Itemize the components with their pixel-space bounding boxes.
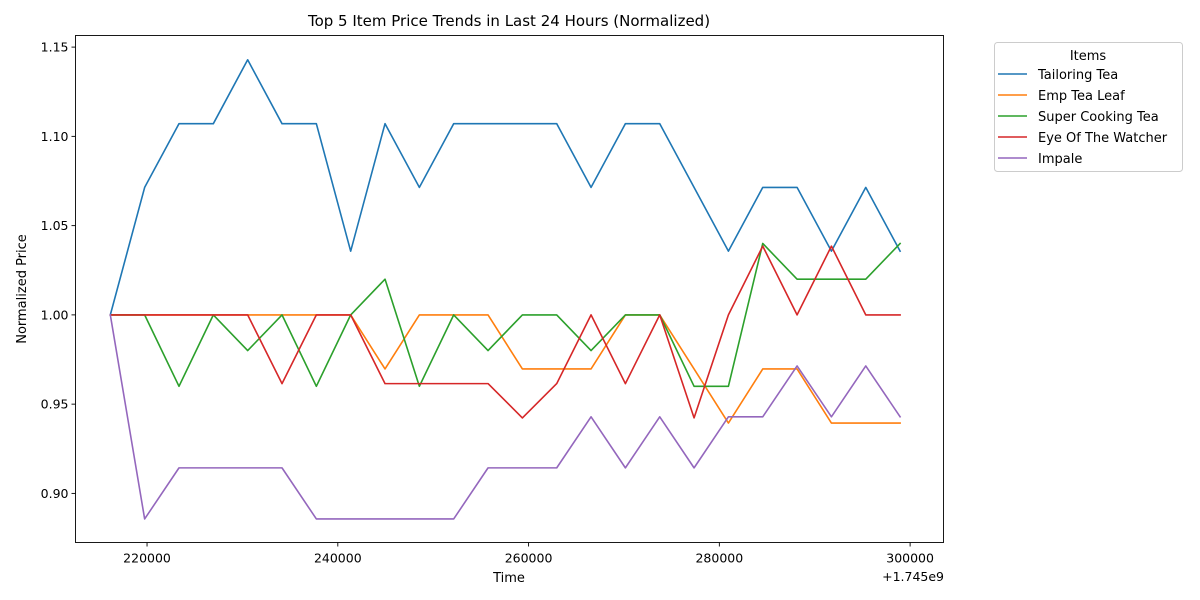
x-tick-label: 300000 bbox=[886, 551, 934, 566]
y-tick-label: 0.95 bbox=[41, 397, 69, 412]
x-tick-label: 240000 bbox=[314, 551, 362, 566]
y-axis-ticks: 0.90 0.95 1.00 1.05 1.10 1.15 bbox=[41, 40, 76, 501]
legend-label-1: Emp Tea Leaf bbox=[1038, 89, 1125, 104]
legend-label-4: Impale bbox=[1038, 152, 1082, 167]
legend-label-0: Tailoring Tea bbox=[1037, 68, 1118, 83]
legend-title: Items bbox=[1070, 49, 1107, 64]
legend-label-2: Super Cooking Tea bbox=[1038, 110, 1159, 125]
y-tick-label: 1.05 bbox=[41, 218, 69, 233]
y-tick-label: 0.90 bbox=[41, 486, 69, 501]
y-tick-label: 1.10 bbox=[41, 129, 69, 144]
series-line-2 bbox=[109, 242, 902, 388]
x-tick-label: 220000 bbox=[123, 551, 171, 566]
y-axis-label: Normalized Price bbox=[15, 234, 30, 344]
x-tick-label: 280000 bbox=[695, 551, 743, 566]
plot-frame bbox=[75, 35, 944, 543]
series-line-3 bbox=[109, 245, 901, 419]
series-line-4 bbox=[109, 313, 902, 520]
y-tick-label: 1.00 bbox=[41, 307, 69, 322]
plot-lines bbox=[109, 58, 902, 520]
x-tick-label: 260000 bbox=[505, 551, 553, 566]
x-axis-label: Time bbox=[492, 571, 525, 586]
legend-items: Tailoring Tea Emp Tea Leaf Super Cooking T… bbox=[998, 68, 1168, 167]
x-axis-ticks: 220000 240000 260000 280000 300000 bbox=[123, 542, 934, 566]
legend-label-3: Eye Of The Watcher bbox=[1038, 131, 1168, 146]
legend: Items Tailoring Tea Emp Tea Leaf Super Coo… bbox=[994, 42, 1183, 172]
y-tick-label: 1.15 bbox=[41, 40, 69, 55]
chart-title: Top 5 Item Price Trends in Last 24 Hours… bbox=[307, 12, 710, 30]
x-axis-offset-label: +1.745e9 bbox=[882, 569, 944, 584]
legend-frame bbox=[994, 42, 1183, 172]
series-line-0 bbox=[109, 58, 902, 316]
